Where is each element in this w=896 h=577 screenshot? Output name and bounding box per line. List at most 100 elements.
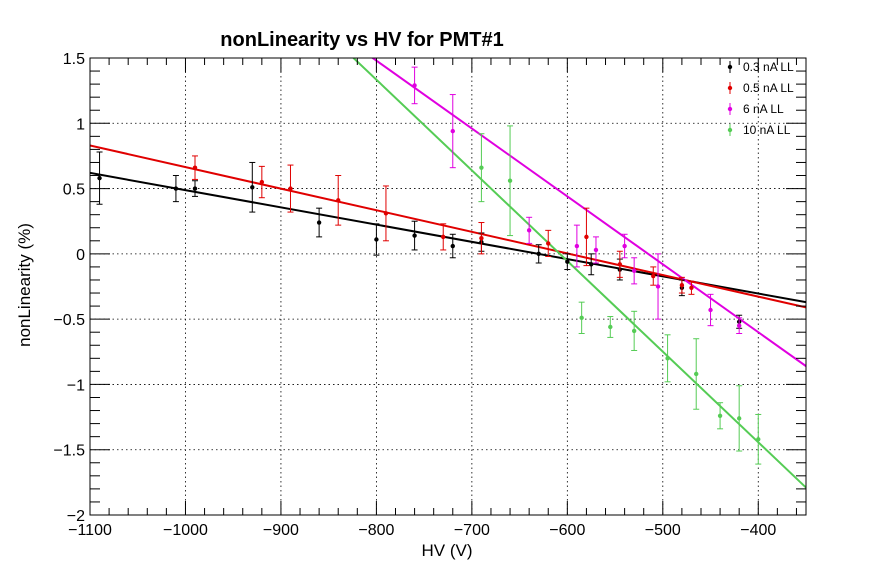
data-point-0-5-na-ll: [440, 223, 447, 251]
marker: [507, 178, 513, 183]
marker: [579, 315, 584, 321]
data-point-0-5-na-ll: [583, 207, 590, 267]
marker: [192, 165, 198, 170]
marker: [97, 175, 102, 181]
legend-marker: [727, 64, 733, 70]
data-point-0-5-na-ll: [192, 155, 199, 180]
data-point-10-na-ll: [507, 125, 514, 237]
marker: [631, 328, 637, 334]
data-point-10-na-ll: [664, 334, 671, 383]
data-point-0-5-na-ll: [616, 250, 623, 278]
marker: [717, 413, 723, 418]
x-tick-label: −400: [740, 522, 776, 539]
legend-label: 0.5 nA LL: [743, 81, 794, 95]
x-tick-label: −900: [263, 522, 299, 539]
data-point-10-na-ll: [693, 338, 700, 410]
legend-entry-6-na-ll: 6 nA LL: [727, 102, 784, 116]
y-tick-label: 1: [76, 116, 85, 133]
data-point-10-na-ll: [607, 316, 614, 338]
data-point-0-3-na-ll: [316, 207, 323, 238]
data-point-0-5-na-ll: [258, 165, 265, 199]
data-point-0-5-na-ll: [287, 164, 294, 213]
legend-entry-0-3-na-ll: 0.3 nA LL: [727, 60, 794, 74]
data-point-0-3-na-ll: [249, 161, 256, 213]
x-tick-label: −700: [454, 522, 490, 539]
marker: [651, 273, 656, 279]
marker: [622, 243, 627, 249]
fit-lines: [90, 58, 806, 489]
data-point-0-3-na-ll: [588, 253, 595, 276]
axis-ticks: −1100 −1000 −900 −800 −700 −600 −500 −400 −2 −1.5…: [53, 51, 806, 539]
legend-marker: [727, 106, 733, 112]
data-point-0-5-na-ll: [382, 185, 389, 242]
marker: [546, 241, 551, 246]
y-tick-label: 0: [76, 247, 85, 264]
marker: [694, 371, 699, 377]
marker: [631, 268, 637, 274]
data-point-0-3-na-ll: [535, 244, 542, 264]
marker: [593, 247, 599, 253]
marker: [383, 211, 389, 216]
data-point-10-na-ll: [717, 402, 724, 430]
marker: [689, 285, 694, 291]
data-point-6-na-ll: [592, 236, 599, 264]
data-points: [96, 66, 762, 465]
data-point-10-na-ll: [755, 413, 762, 465]
marker: [192, 186, 198, 191]
marker: [584, 234, 589, 240]
marker: [250, 185, 255, 190]
marker: [574, 243, 580, 249]
marker: [736, 323, 742, 328]
x-tick-label: −1100: [68, 522, 112, 539]
data-point-6-na-ll: [526, 216, 533, 244]
legend-marker: [727, 85, 733, 91]
y-tick-label: −1.5: [53, 443, 85, 460]
marker: [479, 235, 484, 241]
marker: [412, 83, 417, 88]
y-tick-label: 1.5: [63, 51, 85, 68]
data-point-0-5-na-ll: [678, 276, 685, 294]
data-point-10-na-ll: [578, 301, 585, 335]
data-point-6-na-ll: [573, 224, 580, 268]
legend-label: 0.3 nA LL: [743, 60, 794, 74]
marker: [565, 259, 570, 264]
y-tick-label: 0.5: [63, 182, 85, 199]
data-point-0-3-na-ll: [96, 151, 103, 205]
x-tick-label: −600: [549, 522, 585, 539]
marker: [536, 251, 541, 257]
marker: [288, 186, 293, 191]
marker: [756, 437, 761, 442]
marker: [655, 284, 661, 289]
data-point-10-na-ll: [631, 310, 638, 351]
marker: [589, 262, 594, 267]
data-point-0-3-na-ll: [373, 223, 380, 256]
x-tick-label: −1000: [163, 522, 208, 539]
marker: [441, 234, 446, 240]
fit-line-10-na-ll: [352, 58, 806, 489]
x-tick-label: −500: [645, 522, 681, 539]
data-point-6-na-ll: [707, 293, 714, 327]
data-point-0-5-na-ll: [478, 222, 485, 255]
data-point-0-5-na-ll: [650, 266, 657, 286]
data-point-6-na-ll: [655, 253, 662, 320]
marker: [617, 262, 623, 267]
fit-line-0-5-na-ll: [90, 144, 806, 309]
data-point-6-na-ll: [631, 257, 638, 285]
plot-frame: [89, 57, 807, 516]
grid: [90, 58, 806, 515]
marker: [479, 165, 484, 170]
data-point-0-3-na-ll: [564, 253, 571, 271]
marker: [708, 307, 713, 313]
legend-label: 10 nA LL: [743, 123, 791, 137]
x-tick-label: −800: [358, 522, 394, 539]
marker: [259, 179, 265, 185]
marker: [526, 228, 532, 233]
data-point-6-na-ll: [621, 233, 628, 259]
data-point-0-5-na-ll: [688, 280, 695, 295]
fit-line-6-na-ll: [371, 58, 806, 367]
y-tick-label: −1: [67, 377, 85, 394]
marker: [736, 416, 742, 421]
marker: [374, 237, 379, 242]
